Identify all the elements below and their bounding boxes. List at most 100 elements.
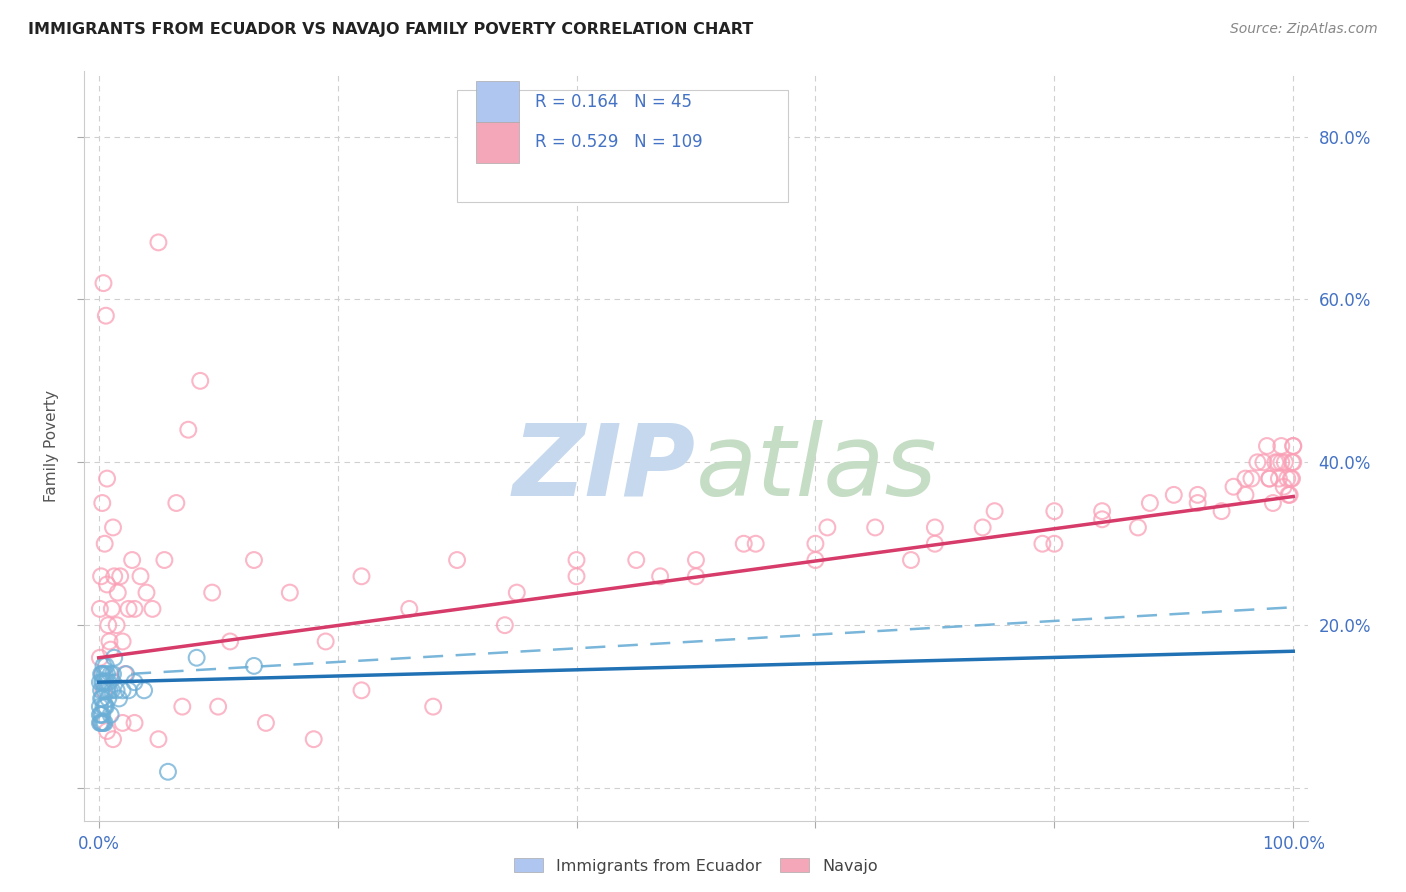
Point: [863, 520, 886, 534]
Point: [1277, 472, 1299, 486]
Point: [124, 602, 146, 616]
Point: [1211, 504, 1233, 518]
Point: [350, 683, 373, 698]
Point: [96, 724, 118, 739]
Point: [1270, 455, 1292, 469]
Point: [1234, 488, 1257, 502]
Point: [105, 683, 128, 698]
Text: ZIP: ZIP: [513, 420, 696, 517]
Point: [90, 667, 112, 681]
Point: [93, 715, 115, 730]
Point: [101, 683, 124, 698]
Point: [1282, 455, 1305, 469]
Point: [91, 667, 114, 681]
Point: [93, 667, 115, 681]
Point: [1187, 488, 1209, 502]
Point: [93, 715, 115, 730]
Point: [93, 537, 115, 551]
Point: [1279, 472, 1302, 486]
Point: [506, 585, 529, 599]
Point: [129, 569, 152, 583]
Point: [103, 569, 125, 583]
Point: [91, 707, 114, 722]
Point: [101, 667, 124, 681]
Point: [398, 602, 420, 616]
Point: [1270, 439, 1292, 453]
Point: [1282, 439, 1305, 453]
Legend: Immigrants from Ecuador, Navajo: Immigrants from Ecuador, Navajo: [508, 852, 884, 880]
Point: [350, 569, 373, 583]
Point: [165, 496, 187, 510]
Point: [565, 569, 588, 583]
Point: [685, 553, 707, 567]
Bar: [475, 121, 519, 162]
Point: [156, 764, 179, 779]
Point: [565, 553, 588, 567]
Text: IMMIGRANTS FROM ECUADOR VS NAVAJO FAMILY POVERTY CORRELATION CHART: IMMIGRANTS FROM ECUADOR VS NAVAJO FAMILY…: [28, 22, 754, 37]
Point: [302, 732, 325, 747]
Point: [1267, 455, 1289, 469]
Point: [94, 699, 117, 714]
Point: [114, 667, 136, 681]
Point: [89, 707, 111, 722]
Point: [90, 683, 112, 698]
Point: [1281, 455, 1303, 469]
Point: [1268, 472, 1291, 486]
Point: [900, 553, 922, 567]
Text: Source: ZipAtlas.com: Source: ZipAtlas.com: [1230, 22, 1378, 37]
Point: [98, 634, 121, 648]
Point: [91, 691, 114, 706]
Point: [188, 374, 211, 388]
Point: [105, 618, 128, 632]
Point: [1278, 488, 1301, 502]
Point: [1031, 537, 1053, 551]
Point: [93, 683, 115, 698]
Point: [201, 585, 224, 599]
Point: [90, 715, 112, 730]
Point: [111, 715, 134, 730]
Point: [94, 309, 117, 323]
Point: [91, 715, 114, 730]
Point: [1282, 439, 1305, 453]
Point: [1246, 455, 1268, 469]
Point: [91, 496, 114, 510]
Point: [422, 699, 444, 714]
Point: [1240, 472, 1263, 486]
Point: [97, 618, 120, 632]
Point: [97, 675, 120, 690]
Point: [972, 520, 994, 534]
Point: [96, 683, 118, 698]
Point: [103, 650, 125, 665]
Point: [98, 683, 121, 698]
Point: [100, 642, 122, 657]
Point: [101, 732, 124, 747]
Point: [315, 634, 337, 648]
Point: [111, 683, 134, 698]
Point: [804, 537, 827, 551]
Point: [815, 520, 838, 534]
Point: [1139, 496, 1161, 510]
Point: [97, 691, 120, 706]
Point: [1264, 455, 1286, 469]
Point: [626, 553, 648, 567]
Point: [93, 276, 115, 290]
Point: [650, 569, 672, 583]
Point: [117, 683, 139, 698]
Point: [804, 553, 827, 567]
Point: [93, 675, 115, 690]
Point: [243, 659, 266, 673]
Point: [219, 634, 242, 648]
Point: [141, 602, 163, 616]
Point: [91, 675, 114, 690]
Point: [1256, 439, 1278, 453]
Point: [733, 537, 755, 551]
Point: [89, 602, 111, 616]
Text: R = 0.164   N = 45: R = 0.164 N = 45: [534, 93, 692, 111]
Point: [1281, 472, 1303, 486]
Point: [90, 691, 112, 706]
Point: [148, 732, 170, 747]
Point: [1187, 496, 1209, 510]
Point: [243, 553, 266, 567]
Point: [1258, 472, 1281, 486]
Point: [1234, 472, 1257, 486]
